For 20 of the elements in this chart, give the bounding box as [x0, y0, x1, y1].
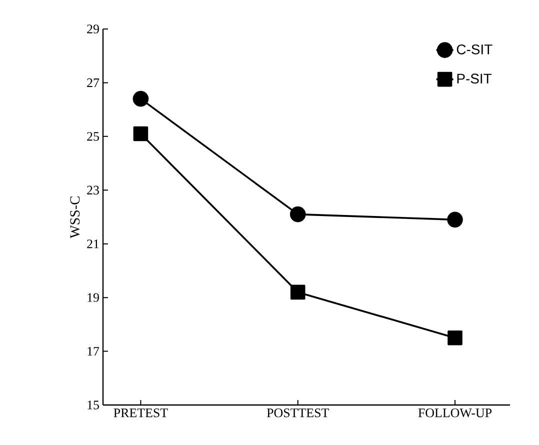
- y-tick-label: 17: [88, 347, 100, 356]
- legend-label: C-SIT: [456, 44, 492, 54]
- point: [448, 330, 462, 346]
- y-tick-label: 29: [87, 24, 99, 34]
- point: [447, 212, 463, 228]
- x-tick-label: FOLLOW-UP: [418, 408, 492, 418]
- y-tick-label: 23: [87, 186, 99, 194]
- legend-label: P-SIT: [457, 74, 492, 84]
- y-tick-label: 19: [88, 293, 99, 302]
- y-tick-label: 21: [87, 240, 99, 248]
- point: [133, 126, 148, 142]
- y-tick-label: 25: [87, 132, 99, 141]
- point: [290, 284, 306, 300]
- y-axis-title: WSS-C: [70, 196, 80, 238]
- y-tick-label: 15: [88, 400, 99, 410]
- x-tick-label: PRETEST: [114, 408, 168, 418]
- y-tick-label: 27: [87, 78, 100, 87]
- point: [132, 90, 149, 107]
- x-tick-label: POSTTEST: [266, 408, 329, 418]
- point: [290, 206, 306, 222]
